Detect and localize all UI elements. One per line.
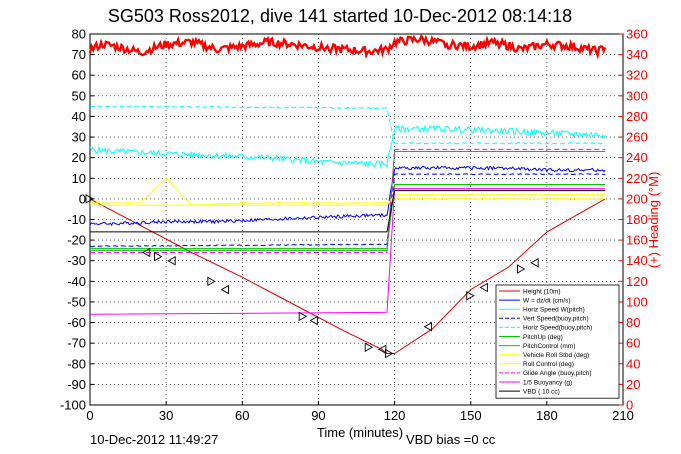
legend: Height (10m) W = dz/dt (cm/s) Horiz Speed … — [495, 284, 620, 399]
depth-marker — [364, 342, 374, 353]
depth-marker — [423, 321, 433, 332]
series-line — [89, 124, 606, 169]
depth-marker — [385, 348, 394, 359]
depth-marker — [167, 255, 176, 266]
y-right-tick-label: 80 — [626, 315, 640, 330]
depth-marker — [85, 194, 94, 204]
depth-marker — [154, 251, 163, 262]
y-right-tick-label: 180 — [626, 212, 648, 227]
depth-marker — [466, 290, 475, 301]
y-tick-label: 30 — [72, 130, 86, 145]
y-tick-label: 60 — [72, 68, 86, 83]
y-right-axis-ticks: 3603403203002802602402202001801601401201… — [619, 27, 648, 413]
depth-marker — [309, 315, 318, 326]
y-tick-label: -30 — [67, 253, 86, 268]
series-line — [89, 173, 606, 248]
y-right-tick-label: 340 — [626, 47, 648, 62]
y-tick-label: 50 — [72, 88, 86, 103]
y-right-tick-label: 60 — [626, 336, 640, 351]
y-tick-label: -100 — [60, 398, 86, 413]
y-right-tick-label: 360 — [626, 27, 648, 42]
y-right-tick-label: 320 — [626, 68, 648, 83]
y-tick-label: 40 — [72, 109, 86, 124]
y-tick-label: 70 — [72, 47, 86, 62]
chart-title: SG503 Ross2012, dive 141 started 10-Dec-… — [108, 6, 572, 26]
y-axis-ticks: 80 70 60 50 40 30 20 10 0 -10 -20 -30 -40 -50 -60 -70 -8… — [60, 27, 94, 413]
series-line — [90, 190, 606, 233]
legend-label: PitchControl (mm) — [523, 343, 575, 350]
series-line — [90, 194, 606, 206]
series-line — [89, 177, 606, 207]
y-right-tick-label: 0 — [626, 398, 633, 413]
y-right-tick-label: 260 — [626, 130, 648, 145]
y-right-tick-label: 220 — [626, 171, 648, 186]
marker-layer — [85, 194, 539, 359]
legend-box — [495, 284, 620, 399]
legend-label: Horiz Speed(buoy,pitch) — [523, 325, 592, 332]
x-tick-label: 60 — [235, 408, 249, 423]
series-line — [89, 188, 606, 315]
vbd-bias-label: VBD bias =0 cc — [406, 432, 496, 447]
depth-marker — [298, 311, 308, 322]
x-tick-label: 180 — [536, 408, 558, 423]
y-right-tick-label: 240 — [626, 150, 648, 165]
x-axis-ticks: 0 30 60 90 120 150 180 210 — [86, 401, 634, 423]
legend-label: Glide Angle (buoy,pitch) — [523, 370, 592, 377]
series-line — [89, 165, 606, 227]
y-tick-label: -70 — [67, 336, 86, 351]
y-tick-label: -10 — [67, 212, 86, 227]
y-tick-label: -50 — [67, 294, 86, 309]
legend-label: Vert Speed(buoy,pitch) — [523, 316, 589, 323]
series-line — [90, 184, 606, 249]
y-tick-label: -20 — [67, 233, 86, 248]
y-right-tick-label: 140 — [626, 253, 648, 268]
y-tick-label: 80 — [72, 27, 86, 42]
series-line — [89, 105, 606, 145]
legend-label: Vehicle Roll Stbd (deg) — [523, 352, 589, 359]
depth-marker — [530, 258, 539, 268]
x-tick-label: 120 — [384, 408, 406, 423]
heading-line — [88, 33, 607, 60]
y-tick-label: -60 — [67, 315, 86, 330]
series-line — [89, 198, 606, 354]
x-tick-label: 150 — [460, 408, 482, 423]
depth-marker — [220, 284, 229, 295]
y-right-tick-label: 300 — [626, 88, 648, 103]
legend-label: Height (10m) — [523, 288, 561, 295]
depth-marker — [517, 264, 526, 274]
y-right-tick-label: 280 — [626, 109, 648, 124]
x-axis-label: Time (minutes) — [317, 425, 403, 440]
y-tick-label: -40 — [67, 274, 86, 289]
y-tick-label: 20 — [72, 150, 86, 165]
legend-label: 1/5 Buoyancy (g) — [523, 379, 572, 386]
y-right-tick-label: 200 — [626, 191, 648, 206]
y-tick-label: -80 — [67, 356, 86, 371]
legend-label: W = dz/dt (cm/s) — [523, 297, 571, 304]
y-right-tick-label: 120 — [626, 274, 648, 289]
legend-label: Horiz Speed W(pitch) — [523, 307, 585, 314]
y-right-tick-label: 100 — [626, 294, 648, 309]
x-tick-label: 210 — [612, 408, 634, 423]
y-right-tick-label: 160 — [626, 233, 648, 248]
legend-label: VBD ( 10 cc) — [523, 388, 560, 395]
series-line — [90, 148, 606, 253]
y-right-tick-label: 20 — [626, 377, 640, 392]
x-tick-label: 0 — [86, 408, 93, 423]
depth-marker — [141, 247, 151, 258]
y-tick-label: -90 — [67, 377, 86, 392]
y-right-axis-label: (+) Heading (°M) — [646, 172, 661, 269]
y-right-tick-label: 40 — [626, 356, 640, 371]
depth-marker — [207, 276, 216, 287]
x-tick-label: 30 — [159, 408, 173, 423]
series-layer — [88, 33, 607, 354]
legend-label: PitchUp (deg) — [523, 334, 563, 341]
legend-label: Roll Control (deg) — [523, 361, 574, 368]
timestamp-label: 10-Dec-2012 11:49:27 — [90, 432, 218, 447]
x-tick-label: 90 — [311, 408, 325, 423]
depth-marker — [479, 282, 488, 293]
y-tick-label: 0 — [79, 191, 86, 206]
y-tick-label: 10 — [72, 171, 86, 186]
